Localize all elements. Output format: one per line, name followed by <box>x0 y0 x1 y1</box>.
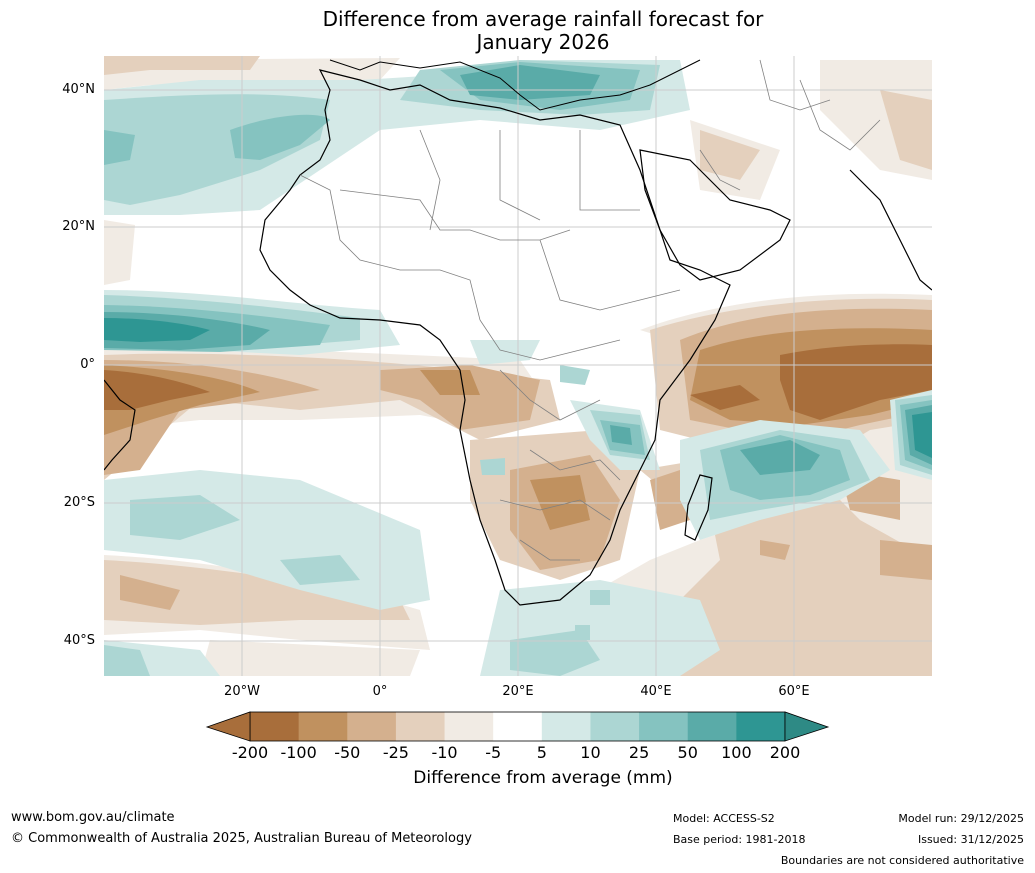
title-line-1: Difference from average rainfall forecas… <box>322 7 764 31</box>
colorbar-swatch <box>298 712 348 741</box>
colorbar-tick-label: 10 <box>580 743 601 762</box>
lon-label-20e: 20°E <box>502 684 534 699</box>
colorbar-swatch <box>444 712 494 741</box>
footer-copyright: © Commonwealth of Australia 2025, Austra… <box>11 831 472 846</box>
country-borders <box>299 59 881 561</box>
colorbar-swatch <box>639 712 689 741</box>
india-coastline <box>849 169 932 291</box>
lat-label-0: 0° <box>80 357 95 372</box>
colorbar-tick-label: 100 <box>721 743 752 762</box>
map-title: Difference from average rainfall forecas… <box>200 8 886 54</box>
colorbar-swatch <box>395 712 446 741</box>
colorbar-over-arrow <box>784 711 830 742</box>
colorbar-swatch <box>541 712 591 741</box>
colorbar-swatch <box>250 712 300 741</box>
colorbar-tick-label: 5 <box>536 743 547 762</box>
lon-label-0: 0° <box>372 684 388 699</box>
lon-label-60e: 60°E <box>778 684 810 699</box>
colorbar-swatch <box>687 712 737 741</box>
arabia-coastline <box>639 149 791 281</box>
colorbar-under-arrow <box>205 711 251 742</box>
footer-model-run: Model run: 29/12/2025 <box>898 812 1024 825</box>
title-line-2: January 2026 <box>476 30 610 54</box>
colorbar-tick-label: 200 <box>769 743 801 762</box>
footer-website: www.bom.gov.au/climate <box>11 810 175 825</box>
colorbar-swatches <box>249 711 786 742</box>
madagascar-coastline <box>684 474 713 541</box>
colorbar-tick-label: 50 <box>677 743 698 762</box>
footer-model: Model: ACCESS-S2 <box>673 812 775 825</box>
colorbar-tick-label: 25 <box>628 743 650 762</box>
europe-coastline <box>329 59 701 111</box>
footer-base-period: Base period: 1981-2018 <box>673 833 806 846</box>
colorbar-tick-label: -25 <box>382 743 409 762</box>
colorbar-swatch <box>590 712 640 741</box>
africa-coastline <box>259 69 731 606</box>
footer-disclaimer: Boundaries are not considered authoritat… <box>780 854 1024 867</box>
wet-anomaly-extreme <box>104 318 932 458</box>
lat-label-40n: 40°N <box>62 82 95 97</box>
lat-label-20n: 20°N <box>62 219 95 234</box>
lat-label-20s: 20°S <box>63 495 95 510</box>
colorbar-swatch <box>736 712 786 741</box>
colorbar-tick-label: -200 <box>231 743 269 762</box>
anomaly-field <box>104 56 932 676</box>
footer-issued: Issued: 31/12/2025 <box>917 833 1024 846</box>
graticule <box>104 56 932 676</box>
colorbar-tick-label: -100 <box>280 743 317 762</box>
colorbar-swatch <box>493 712 543 741</box>
lon-label-40e: 40°E <box>640 684 672 699</box>
colorbar-label: Difference from average (mm) <box>413 768 673 788</box>
south-america-coastline <box>104 379 136 471</box>
dry-anomaly-extreme <box>104 344 932 420</box>
colorbar-tick-label: -10 <box>431 743 458 762</box>
colorbar-swatch <box>347 712 397 741</box>
colorbar-tick-label: -50 <box>334 743 361 762</box>
lat-label-40s: 40°S <box>63 633 95 648</box>
lon-label-20w: 20°W <box>224 684 260 699</box>
colorbar-tick-label: -5 <box>485 743 502 762</box>
